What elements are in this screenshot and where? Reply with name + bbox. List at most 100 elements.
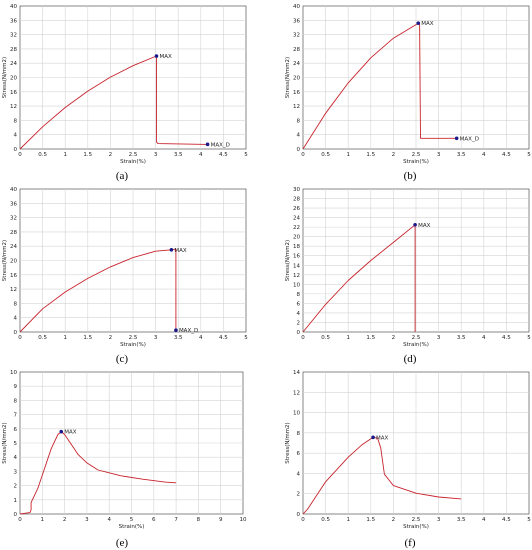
x-tick-label: 4.5 (219, 152, 228, 158)
marker-label: MAX (421, 21, 434, 27)
y-tick-label: 28 (10, 47, 17, 53)
x-tick-label: 3 (154, 152, 158, 158)
y-tick-label: 16 (10, 90, 17, 96)
marker-point (174, 328, 178, 333)
x-tick-label: 2 (109, 335, 113, 341)
x-tick-label: 5 (527, 335, 531, 341)
x-tick-label: 3.5 (457, 517, 466, 523)
y-tick-label: 4 (14, 316, 18, 322)
x-tick-label: 4.5 (502, 152, 511, 158)
y-tick-label: 7 (14, 413, 18, 419)
y-tick-label: 8 (297, 292, 301, 298)
y-tick-label: 0 (297, 147, 301, 153)
x-tick-label: 1 (41, 517, 45, 523)
x-tick-label: 3.5 (457, 152, 466, 158)
y-tick-label: 10 (293, 282, 300, 288)
stress-strain-curve (302, 436, 462, 515)
x-tick-label: 0.5 (321, 335, 330, 341)
stress-strain-curve (302, 22, 457, 150)
chart-panel-c: 0 0.5 1 1.5 2 2.5 3 3.5 4 4.5 5 0 4 8 12 16 20 24 28 32 36 40… (2, 187, 248, 365)
y-tick-label: 9 (14, 384, 18, 390)
marker-label: MAX (160, 54, 173, 60)
x-tick-label: 3 (85, 517, 89, 523)
y-tick-label: 18 (293, 244, 300, 250)
panel-caption: (c) (116, 353, 129, 365)
x-tick-label: 1 (346, 517, 350, 523)
marker-label: MAX (418, 223, 431, 229)
y-tick-label: 16 (10, 273, 17, 279)
marker-label: MAX_D (460, 136, 479, 142)
y-tick-label: 4 (14, 133, 18, 139)
y-tick-label: 20 (293, 235, 300, 241)
y-tick-label: 8 (14, 398, 18, 404)
y-tick-label: 8 (297, 118, 301, 124)
x-tick-label: 0.5 (38, 152, 47, 158)
x-tick-label: 4 (107, 517, 111, 523)
x-tick-label: 3 (154, 335, 158, 341)
x-tick-label: 5 (244, 335, 248, 341)
y-axis-label: Stress(N/mm2) (285, 240, 291, 281)
y-tick-label: 5 (14, 441, 18, 447)
x-tick-label: 3.5 (457, 335, 466, 341)
y-tick-label: 4 (297, 471, 301, 477)
x-tick-label: 4.5 (219, 335, 228, 341)
y-tick-label: 32 (10, 33, 17, 39)
marker-label: MAX (64, 430, 77, 436)
x-tick-label: 4 (199, 152, 203, 158)
x-tick-label: 1.5 (83, 335, 92, 341)
y-tick-label: 8 (14, 301, 18, 307)
x-tick-label: 4.5 (502, 517, 511, 523)
x-tick-label: 2 (392, 517, 396, 523)
panel-caption: (b) (404, 170, 417, 182)
x-tick-label: 10 (240, 517, 247, 523)
x-tick-label: 9 (219, 517, 223, 523)
y-tick-label: 40 (10, 187, 17, 193)
y-tick-label: 20 (10, 76, 17, 82)
x-tick-label: 2.5 (129, 152, 138, 158)
x-tick-label: 4 (482, 152, 486, 158)
x-tick-label: 3.5 (174, 152, 183, 158)
x-tick-label: 2.5 (412, 517, 421, 523)
marker-point (154, 54, 159, 58)
y-tick-label: 28 (293, 197, 300, 203)
y-tick-label: 3 (14, 469, 18, 475)
y-tick-label: 0 (297, 330, 301, 336)
x-tick-label: 1 (346, 335, 350, 341)
y-axis-label: Stress(N/mm2) (285, 422, 291, 463)
x-tick-label: 5 (527, 517, 531, 523)
y-tick-label: 2 (14, 484, 18, 490)
panel-caption: (f) (405, 537, 416, 549)
x-tick-label: 0 (301, 517, 305, 523)
y-tick-label: 0 (297, 512, 301, 518)
chart-panel-a: 0 0.5 1 1.5 2 2.5 3 3.5 4 4.5 5 0 4 8 12 16 20 24 28 32 36 40… (2, 4, 248, 182)
x-tick-label: 7 (174, 517, 178, 523)
y-tick-label: 10 (10, 370, 17, 376)
y-tick-label: 12 (293, 104, 300, 110)
panel-caption: (a) (116, 170, 129, 182)
x-tick-label: 0 (18, 335, 22, 341)
y-tick-label: 40 (10, 4, 17, 10)
y-tick-label: 0 (14, 330, 18, 336)
marker-point (59, 429, 64, 434)
marker-point (416, 21, 421, 25)
y-tick-label: 2 (297, 320, 301, 326)
panel-caption: (d) (404, 353, 417, 365)
x-tick-label: 2.5 (412, 152, 421, 158)
y-axis-label: Stress(N/mm2) (2, 240, 8, 281)
y-tick-label: 6 (297, 301, 301, 307)
x-tick-label: 2 (63, 517, 67, 523)
y-tick-label: 36 (10, 18, 17, 24)
y-tick-label: 12 (10, 287, 17, 293)
x-tick-label: 1.5 (83, 152, 92, 158)
x-tick-label: 2.5 (412, 335, 421, 341)
marker-label: MAX (376, 435, 389, 441)
y-tick-label: 8 (297, 431, 301, 437)
x-tick-label: 5 (130, 517, 134, 523)
y-tick-label: 12 (293, 390, 300, 396)
x-tick-label: 1.5 (366, 517, 375, 523)
y-tick-label: 24 (293, 216, 300, 222)
x-tick-label: 0.5 (321, 517, 330, 523)
y-tick-label: 0 (14, 147, 18, 153)
x-tick-label: 1 (63, 152, 67, 158)
